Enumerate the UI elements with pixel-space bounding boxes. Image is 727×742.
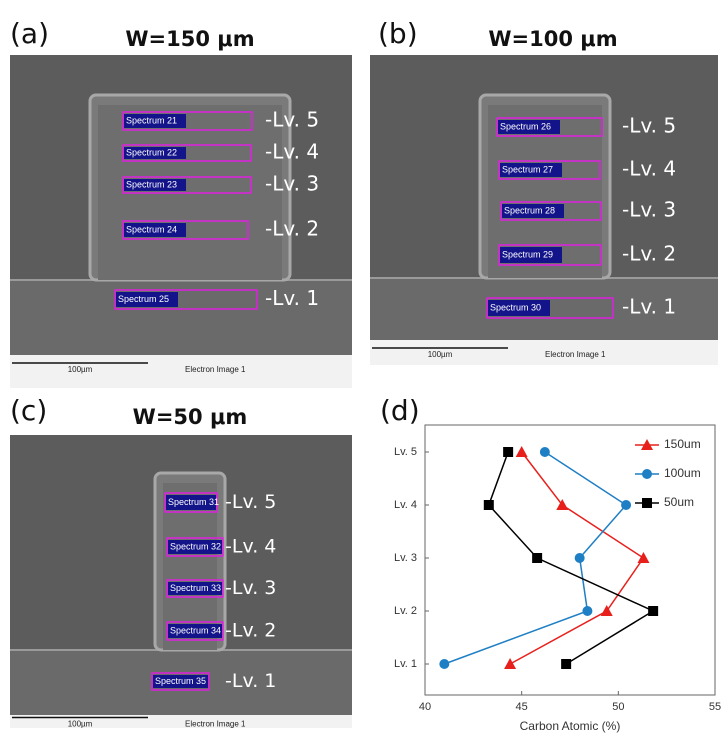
legend-label: 100um: [664, 466, 701, 480]
data-point: [582, 606, 592, 616]
x-tick-label: 50: [612, 701, 624, 713]
info-strip: [370, 340, 718, 365]
spectrum-label: Spectrum 24: [126, 224, 177, 234]
level-label: -Lv. 2: [265, 217, 319, 241]
scale-bar-label: 100µm: [68, 720, 93, 729]
data-point: [504, 658, 516, 669]
panel-label: (d): [380, 394, 420, 427]
spectrum-label: Spectrum 22: [126, 147, 177, 157]
level-label: -Lv. 3: [622, 198, 676, 222]
data-point: [601, 605, 613, 616]
level-label: -Lv. 3: [225, 577, 276, 599]
y-tick-label: Lv. 4: [394, 499, 417, 511]
spectrum-label: Spectrum 34: [170, 625, 221, 635]
level-label: -Lv. 4: [622, 157, 676, 181]
x-axis-label: Carbon Atomic (%): [520, 719, 621, 733]
y-tick-label: Lv. 3: [394, 552, 417, 564]
legend-label: 50um: [664, 495, 694, 509]
spectrum-label: Spectrum 26: [500, 121, 551, 131]
level-label: -Lv. 2: [622, 242, 676, 266]
legend-marker: [642, 498, 652, 508]
y-tick-label: Lv. 1: [394, 658, 417, 670]
panel-label: (a): [10, 17, 49, 50]
data-point: [532, 553, 542, 563]
data-point: [648, 606, 658, 616]
image-caption: Electron Image 1: [185, 365, 246, 374]
legend-marker: [642, 469, 652, 479]
data-point: [637, 552, 649, 563]
data-point: [621, 500, 631, 510]
data-point: [561, 659, 571, 669]
level-label: -Lv. 1: [265, 286, 319, 310]
level-label: -Lv. 1: [225, 670, 276, 692]
spectrum-label: Spectrum 25: [118, 294, 169, 304]
level-label: -Lv. 1: [622, 295, 676, 319]
info-strip: [10, 355, 352, 388]
y-tick-label: Lv. 2: [394, 605, 417, 617]
data-point: [439, 659, 449, 669]
scale-bar-label: 100µm: [68, 365, 93, 374]
spectrum-label: Spectrum 32: [170, 541, 221, 551]
data-point: [516, 446, 528, 457]
panel-title: W=150 μm: [125, 27, 254, 51]
image-caption: Electron Image 1: [545, 350, 606, 359]
image-caption: Electron Image 1: [185, 720, 246, 729]
level-label: -Lv. 4: [265, 140, 319, 164]
legend-label: 150um: [664, 437, 701, 451]
level-label: -Lv. 3: [265, 172, 319, 196]
x-tick-label: 45: [516, 701, 528, 713]
figure: (a) W=150 μm 100µm Electron Image 1 Spectrum…: [0, 0, 727, 738]
level-label: -Lv. 2: [225, 620, 276, 642]
data-point: [503, 447, 513, 457]
scale-bar-label: 100µm: [428, 350, 453, 359]
data-point: [575, 553, 585, 563]
x-tick-label: 55: [709, 701, 721, 713]
spectrum-label: Spectrum 23: [126, 179, 177, 189]
level-label: -Lv. 5: [265, 108, 319, 132]
spectrum-label: Spectrum 21: [126, 115, 177, 125]
spectrum-label: Spectrum 35: [155, 676, 206, 686]
data-point: [484, 500, 494, 510]
spectrum-label: Spectrum 30: [490, 302, 541, 312]
panel-title: W=100 μm: [488, 27, 617, 51]
spectrum-label: Spectrum 33: [170, 583, 221, 593]
spectrum-label: Spectrum 31: [168, 497, 219, 507]
x-tick-label: 40: [419, 701, 431, 713]
spectrum-label: Spectrum 28: [504, 205, 555, 215]
panel-title: W=50 μm: [133, 405, 248, 429]
y-tick-label: Lv. 5: [394, 446, 417, 458]
panel-label: (c): [10, 394, 47, 427]
series-line: [489, 452, 653, 664]
level-label: -Lv. 5: [225, 491, 276, 513]
spectrum-label: Spectrum 29: [502, 249, 553, 259]
level-label: -Lv. 4: [225, 536, 276, 558]
level-label: -Lv. 5: [622, 114, 676, 138]
spectrum-label: Spectrum 27: [502, 164, 553, 174]
data-point: [540, 447, 550, 457]
panel-label: (b): [378, 17, 418, 50]
